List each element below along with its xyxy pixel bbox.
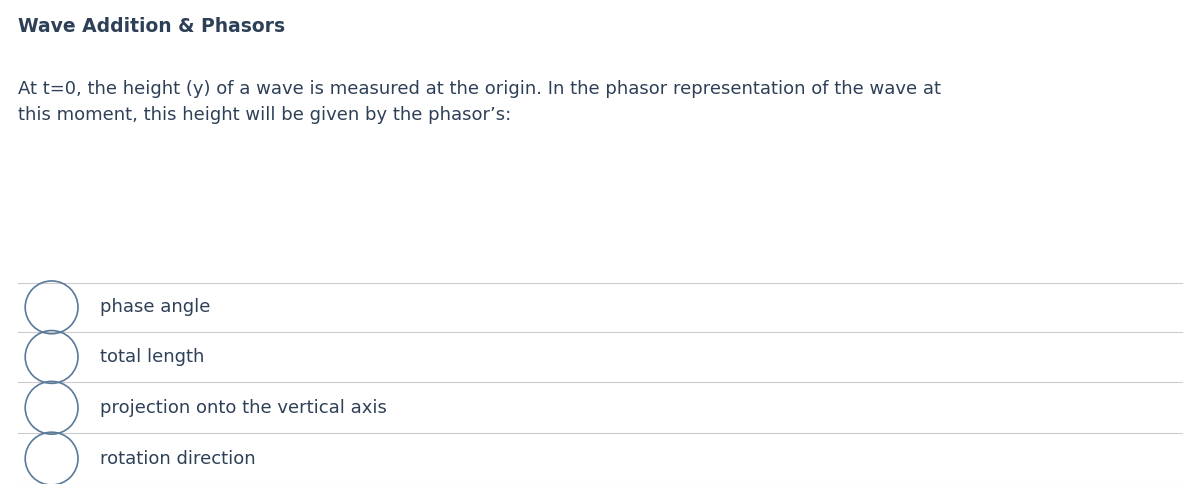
Text: rotation direction: rotation direction [100,450,256,468]
Text: At t=0, the height (y) of a wave is measured at the origin. In the phasor repres: At t=0, the height (y) of a wave is meas… [18,80,941,124]
Text: projection onto the vertical axis: projection onto the vertical axis [100,399,386,417]
Text: Wave Addition & Phasors: Wave Addition & Phasors [18,17,286,36]
Text: total length: total length [100,348,204,366]
Text: phase angle: phase angle [100,298,210,317]
